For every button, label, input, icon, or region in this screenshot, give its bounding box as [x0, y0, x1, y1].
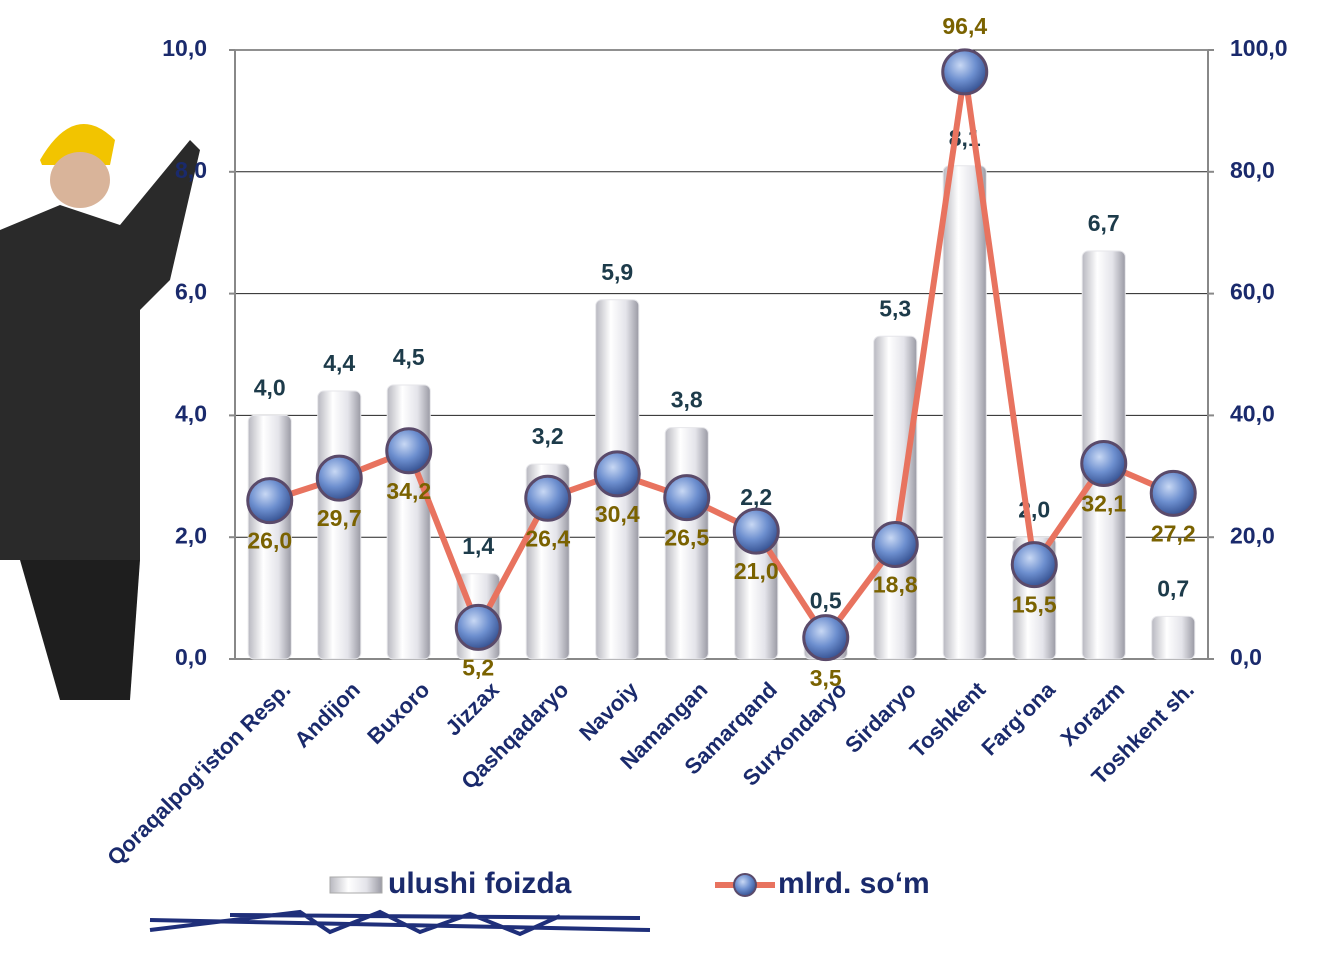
- line-marker: [1010, 541, 1058, 589]
- y-tick-label: 2,0: [175, 522, 207, 548]
- legend-bar-swatch: [329, 876, 383, 894]
- x-tick-label: Jizzax: [440, 676, 504, 740]
- line-value-label: 96,4: [942, 13, 987, 39]
- line-value-label: 26,5: [664, 525, 709, 551]
- line-value-label: 27,2: [1151, 520, 1196, 546]
- bar-value-label: 4,5: [393, 344, 425, 370]
- y2-tick-label: 40,0: [1230, 400, 1275, 426]
- y2-tick-label: 20,0: [1230, 522, 1275, 548]
- line-value-label: 3,5: [810, 665, 842, 691]
- line-marker: [1149, 469, 1197, 517]
- y-tick-label: 8,0: [175, 157, 207, 183]
- bar-value-label: 6,7: [1088, 210, 1120, 236]
- bar: [247, 414, 292, 660]
- line-value-label: 26,4: [525, 525, 570, 551]
- bar-value-label: 4,0: [254, 374, 286, 400]
- x-tick-label: Buxoro: [362, 677, 434, 749]
- y2-tick-label: 100,0: [1230, 35, 1288, 61]
- line-value-label: 5,2: [462, 654, 494, 680]
- line-marker: [246, 477, 294, 525]
- line-value-label: 34,2: [386, 478, 431, 504]
- line-marker: [802, 614, 850, 662]
- bar: [873, 335, 918, 660]
- y-tick-label: 6,0: [175, 279, 207, 305]
- bar-value-label: 0,5: [810, 588, 842, 614]
- line-marker: [454, 603, 502, 651]
- line-marker: [524, 474, 572, 522]
- line-value-label: 29,7: [317, 505, 362, 531]
- line: [268, 71, 1175, 643]
- bar-value-label: 2,2: [740, 484, 772, 510]
- legend-label: ulushi foizda: [388, 867, 572, 900]
- crane-illustration: [149, 909, 651, 937]
- bar: [942, 165, 987, 660]
- bar-value-label: 4,4: [323, 350, 355, 376]
- line-value-label: 30,4: [595, 501, 640, 527]
- bar-value-label: 3,8: [671, 387, 703, 413]
- y2-tick-label: 0,0: [1230, 644, 1262, 670]
- x-tick-label: Toshkent: [905, 676, 991, 762]
- bar-value-label: 1,4: [462, 533, 494, 559]
- line-value-label: 32,1: [1081, 491, 1126, 517]
- bar-value-label: 3,2: [532, 423, 564, 449]
- line-value-label: 21,0: [734, 558, 779, 584]
- line-marker: [663, 474, 711, 522]
- line-marker: [385, 427, 433, 475]
- line-marker: [871, 521, 919, 569]
- legend-marker-swatch: [733, 873, 757, 897]
- line-value-label: 26,0: [247, 528, 292, 554]
- x-tick-label: Farg‘ona: [977, 676, 1061, 760]
- line-marker: [941, 48, 989, 96]
- bar-value-label: 5,3: [879, 295, 911, 321]
- line-marker: [1080, 440, 1128, 488]
- line-marker: [315, 454, 363, 502]
- bar-value-label: 0,7: [1157, 575, 1189, 601]
- line-value-label: 15,5: [1012, 592, 1057, 618]
- bar: [386, 384, 431, 660]
- x-tick-label: Andijon: [289, 677, 365, 753]
- y2-tick-label: 80,0: [1230, 157, 1275, 183]
- bar-value-label: 5,9: [601, 259, 633, 285]
- y2-tick-label: 60,0: [1230, 279, 1275, 305]
- y-tick-label: 4,0: [175, 400, 207, 426]
- x-tick-label: Navoiy: [574, 676, 643, 745]
- x-tick-label: Qoraqalpog‘iston Resp.: [102, 677, 295, 870]
- line-marker: [593, 450, 641, 498]
- worker-illustration: [0, 124, 200, 700]
- legend-label: mlrd. so‘m: [778, 867, 930, 900]
- bar: [1151, 615, 1196, 660]
- line-marker: [732, 507, 780, 555]
- y-tick-label: 0,0: [175, 644, 207, 670]
- line-value-label: 18,8: [873, 572, 918, 598]
- y-tick-label: 10,0: [162, 35, 207, 61]
